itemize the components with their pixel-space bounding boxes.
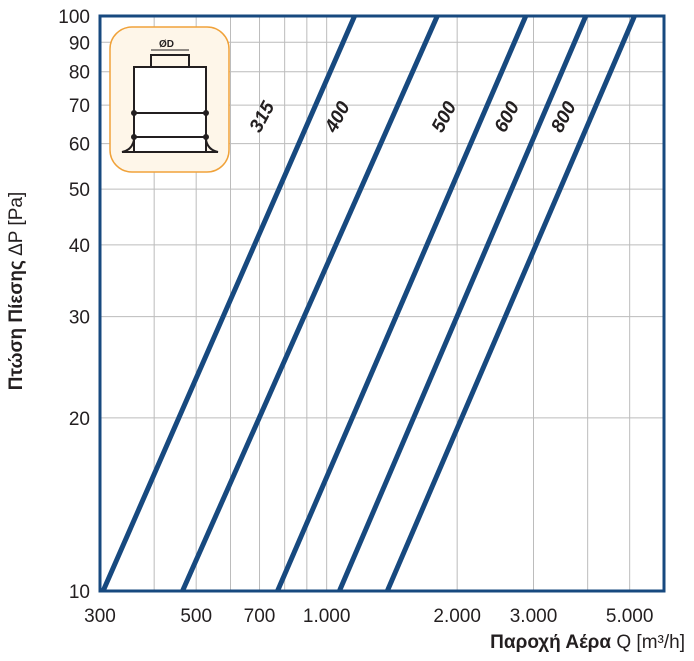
y-axis-title-rest: ΔP [Pa]	[6, 192, 27, 260]
series-label-800: 800	[547, 98, 581, 136]
x-tick-label: 5.000	[606, 606, 654, 627]
y-tick-label: 90	[69, 33, 90, 54]
series-lines	[100, 14, 637, 593]
plot-frame	[98, 14, 666, 593]
x-tick-label: 3.000	[510, 606, 558, 627]
damper-diagram	[121, 49, 219, 153]
series-label-600: 600	[491, 98, 525, 136]
x-tick-label: 700	[244, 606, 276, 627]
series-line-315	[100, 14, 357, 593]
series-line-400	[180, 14, 440, 593]
y-tick-label: 30	[69, 308, 90, 329]
x-axis-title: Παροχή Αέρα Q [m³/h]	[490, 632, 685, 653]
series-line-500	[275, 15, 529, 592]
x-tick-label: 500	[180, 606, 212, 627]
y-tick-label: 50	[69, 180, 90, 201]
y-tick-label: 70	[69, 96, 90, 117]
x-axis-title-rest: Q [m³/h]	[611, 632, 685, 653]
y-tick-label: 60	[69, 135, 90, 156]
y-tick-label: 80	[69, 63, 90, 84]
x-tick-label: 300	[84, 606, 116, 627]
x-tick-label: 1.000	[303, 606, 351, 627]
series-label-400: 400	[321, 98, 355, 137]
y-tick-labels: 10 20 30 40 50 60 70 80 90 100	[58, 7, 90, 603]
series-line-600	[337, 15, 589, 592]
y-axis-title: Πτώση Πίεσης ΔP [Pa]	[6, 192, 27, 390]
series-line-800	[385, 15, 637, 592]
series-label-315: 315	[246, 98, 280, 136]
damper-inset: ØD	[109, 26, 230, 173]
x-tick-label: 2.000	[433, 606, 481, 627]
inset-diameter-label: ØD	[159, 39, 174, 50]
y-axis-title-bold: Πτώση Πίεσης	[6, 260, 27, 390]
x-axis-title-bold: Παροχή Αέρα	[490, 632, 611, 653]
y-tick-label: 100	[58, 7, 90, 28]
series-label-500: 500	[428, 98, 462, 136]
series-labels: 315 400 500 600 800	[246, 98, 581, 137]
y-tick-label: 40	[69, 236, 90, 257]
x-tick-labels: 300 500 700 1.000 2.000 3.000 5.000	[84, 606, 653, 627]
y-tick-label: 10	[69, 582, 90, 603]
y-tick-label: 20	[69, 409, 90, 430]
